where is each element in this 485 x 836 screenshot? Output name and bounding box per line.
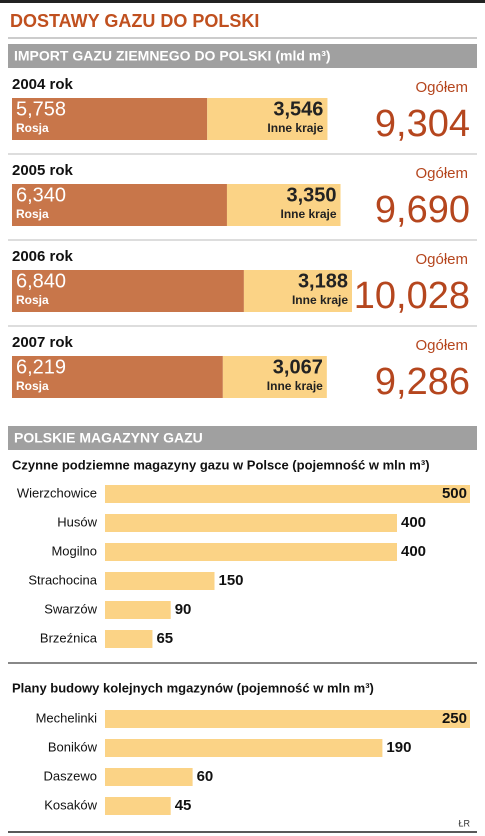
series-label: Rosja bbox=[16, 379, 49, 393]
total-name: Ogółem bbox=[415, 251, 468, 268]
bar-segment bbox=[12, 184, 227, 226]
bar bbox=[105, 572, 215, 590]
total-name: Ogółem bbox=[415, 79, 468, 96]
series-label: Rosja bbox=[16, 293, 49, 307]
series-label: Rosja bbox=[16, 207, 49, 221]
value-label: 3,350 bbox=[286, 184, 336, 206]
value-label: 400 bbox=[401, 543, 426, 560]
series-label: Inne kraje bbox=[267, 379, 323, 393]
source: ŁR bbox=[458, 818, 470, 828]
bar-segment bbox=[226, 184, 341, 226]
section-title: IMPORT GAZU ZIEMNEGO DO POLSKI (mld m³) bbox=[14, 48, 331, 64]
value-label: 60 bbox=[197, 768, 214, 785]
value-label: 65 bbox=[156, 630, 173, 647]
total-value: 9,304 bbox=[375, 103, 470, 145]
category-label: Swarzów bbox=[44, 601, 97, 616]
section-title: POLSKIE MAGAZYNY GAZU bbox=[14, 430, 203, 446]
value-label: 5,758 bbox=[16, 98, 66, 120]
section-header bbox=[8, 426, 477, 450]
bar-segment bbox=[243, 270, 352, 312]
bar-segment bbox=[222, 356, 327, 398]
bar bbox=[105, 485, 470, 503]
bar-segment bbox=[207, 98, 328, 140]
category-label: Mechelinki bbox=[36, 710, 98, 725]
value-label: 500 bbox=[442, 485, 467, 502]
value-label: 400 bbox=[401, 514, 426, 531]
bar-segment bbox=[12, 98, 208, 140]
bar bbox=[105, 630, 153, 648]
bar bbox=[105, 543, 397, 561]
bar bbox=[105, 514, 397, 532]
bar bbox=[105, 710, 470, 728]
bar-segment bbox=[12, 270, 244, 312]
value-label: 3,546 bbox=[273, 98, 323, 120]
bar bbox=[105, 601, 171, 619]
value-label: 45 bbox=[175, 797, 192, 814]
total-value: 9,286 bbox=[375, 361, 470, 403]
series-label: Inne kraje bbox=[292, 293, 348, 307]
year-label: 2006 rok bbox=[12, 248, 74, 265]
series-label: Rosja bbox=[16, 121, 49, 135]
value-label: 6,840 bbox=[16, 270, 66, 292]
year-label: 2007 rok bbox=[12, 334, 74, 351]
total-value: 9,690 bbox=[375, 189, 470, 231]
category-label: Daszewo bbox=[44, 768, 97, 783]
year-label: 2004 rok bbox=[12, 76, 74, 93]
value-label: 6,340 bbox=[16, 184, 66, 206]
chart-title: Czynne podziemne magazyny gazu w Polsce … bbox=[12, 457, 430, 472]
series-label: Inne kraje bbox=[267, 121, 323, 135]
bar bbox=[105, 739, 383, 757]
year-label: 2005 rok bbox=[12, 162, 74, 179]
total-name: Ogółem bbox=[415, 165, 468, 182]
value-label: 190 bbox=[386, 739, 411, 756]
value-label: 3,067 bbox=[273, 356, 323, 378]
value-label: 6,219 bbox=[16, 356, 66, 378]
value-label: 150 bbox=[219, 572, 244, 589]
category-label: Mogilno bbox=[51, 543, 97, 558]
value-label: 3,188 bbox=[298, 270, 348, 292]
category-label: Kosaków bbox=[44, 797, 97, 812]
category-label: Husów bbox=[57, 514, 97, 529]
section-header bbox=[8, 44, 477, 68]
page-title: DOSTAWY GAZU DO POLSKI bbox=[10, 11, 259, 31]
series-label: Inne kraje bbox=[281, 207, 337, 221]
bar bbox=[105, 797, 171, 815]
bar bbox=[105, 768, 193, 786]
bar-segment bbox=[12, 356, 223, 398]
value-label: 250 bbox=[442, 710, 467, 727]
chart-title: Plany budowy kolejnych mgazynów (pojemno… bbox=[12, 680, 374, 695]
top-rule bbox=[0, 0, 485, 3]
category-label: Strachocina bbox=[28, 572, 97, 587]
total-name: Ogółem bbox=[415, 337, 468, 354]
category-label: Boników bbox=[48, 739, 98, 754]
total-value: 10,028 bbox=[354, 275, 470, 317]
category-label: Wierzchowice bbox=[17, 485, 97, 500]
value-label: 90 bbox=[175, 601, 192, 618]
category-label: Brzeźnica bbox=[40, 630, 98, 645]
